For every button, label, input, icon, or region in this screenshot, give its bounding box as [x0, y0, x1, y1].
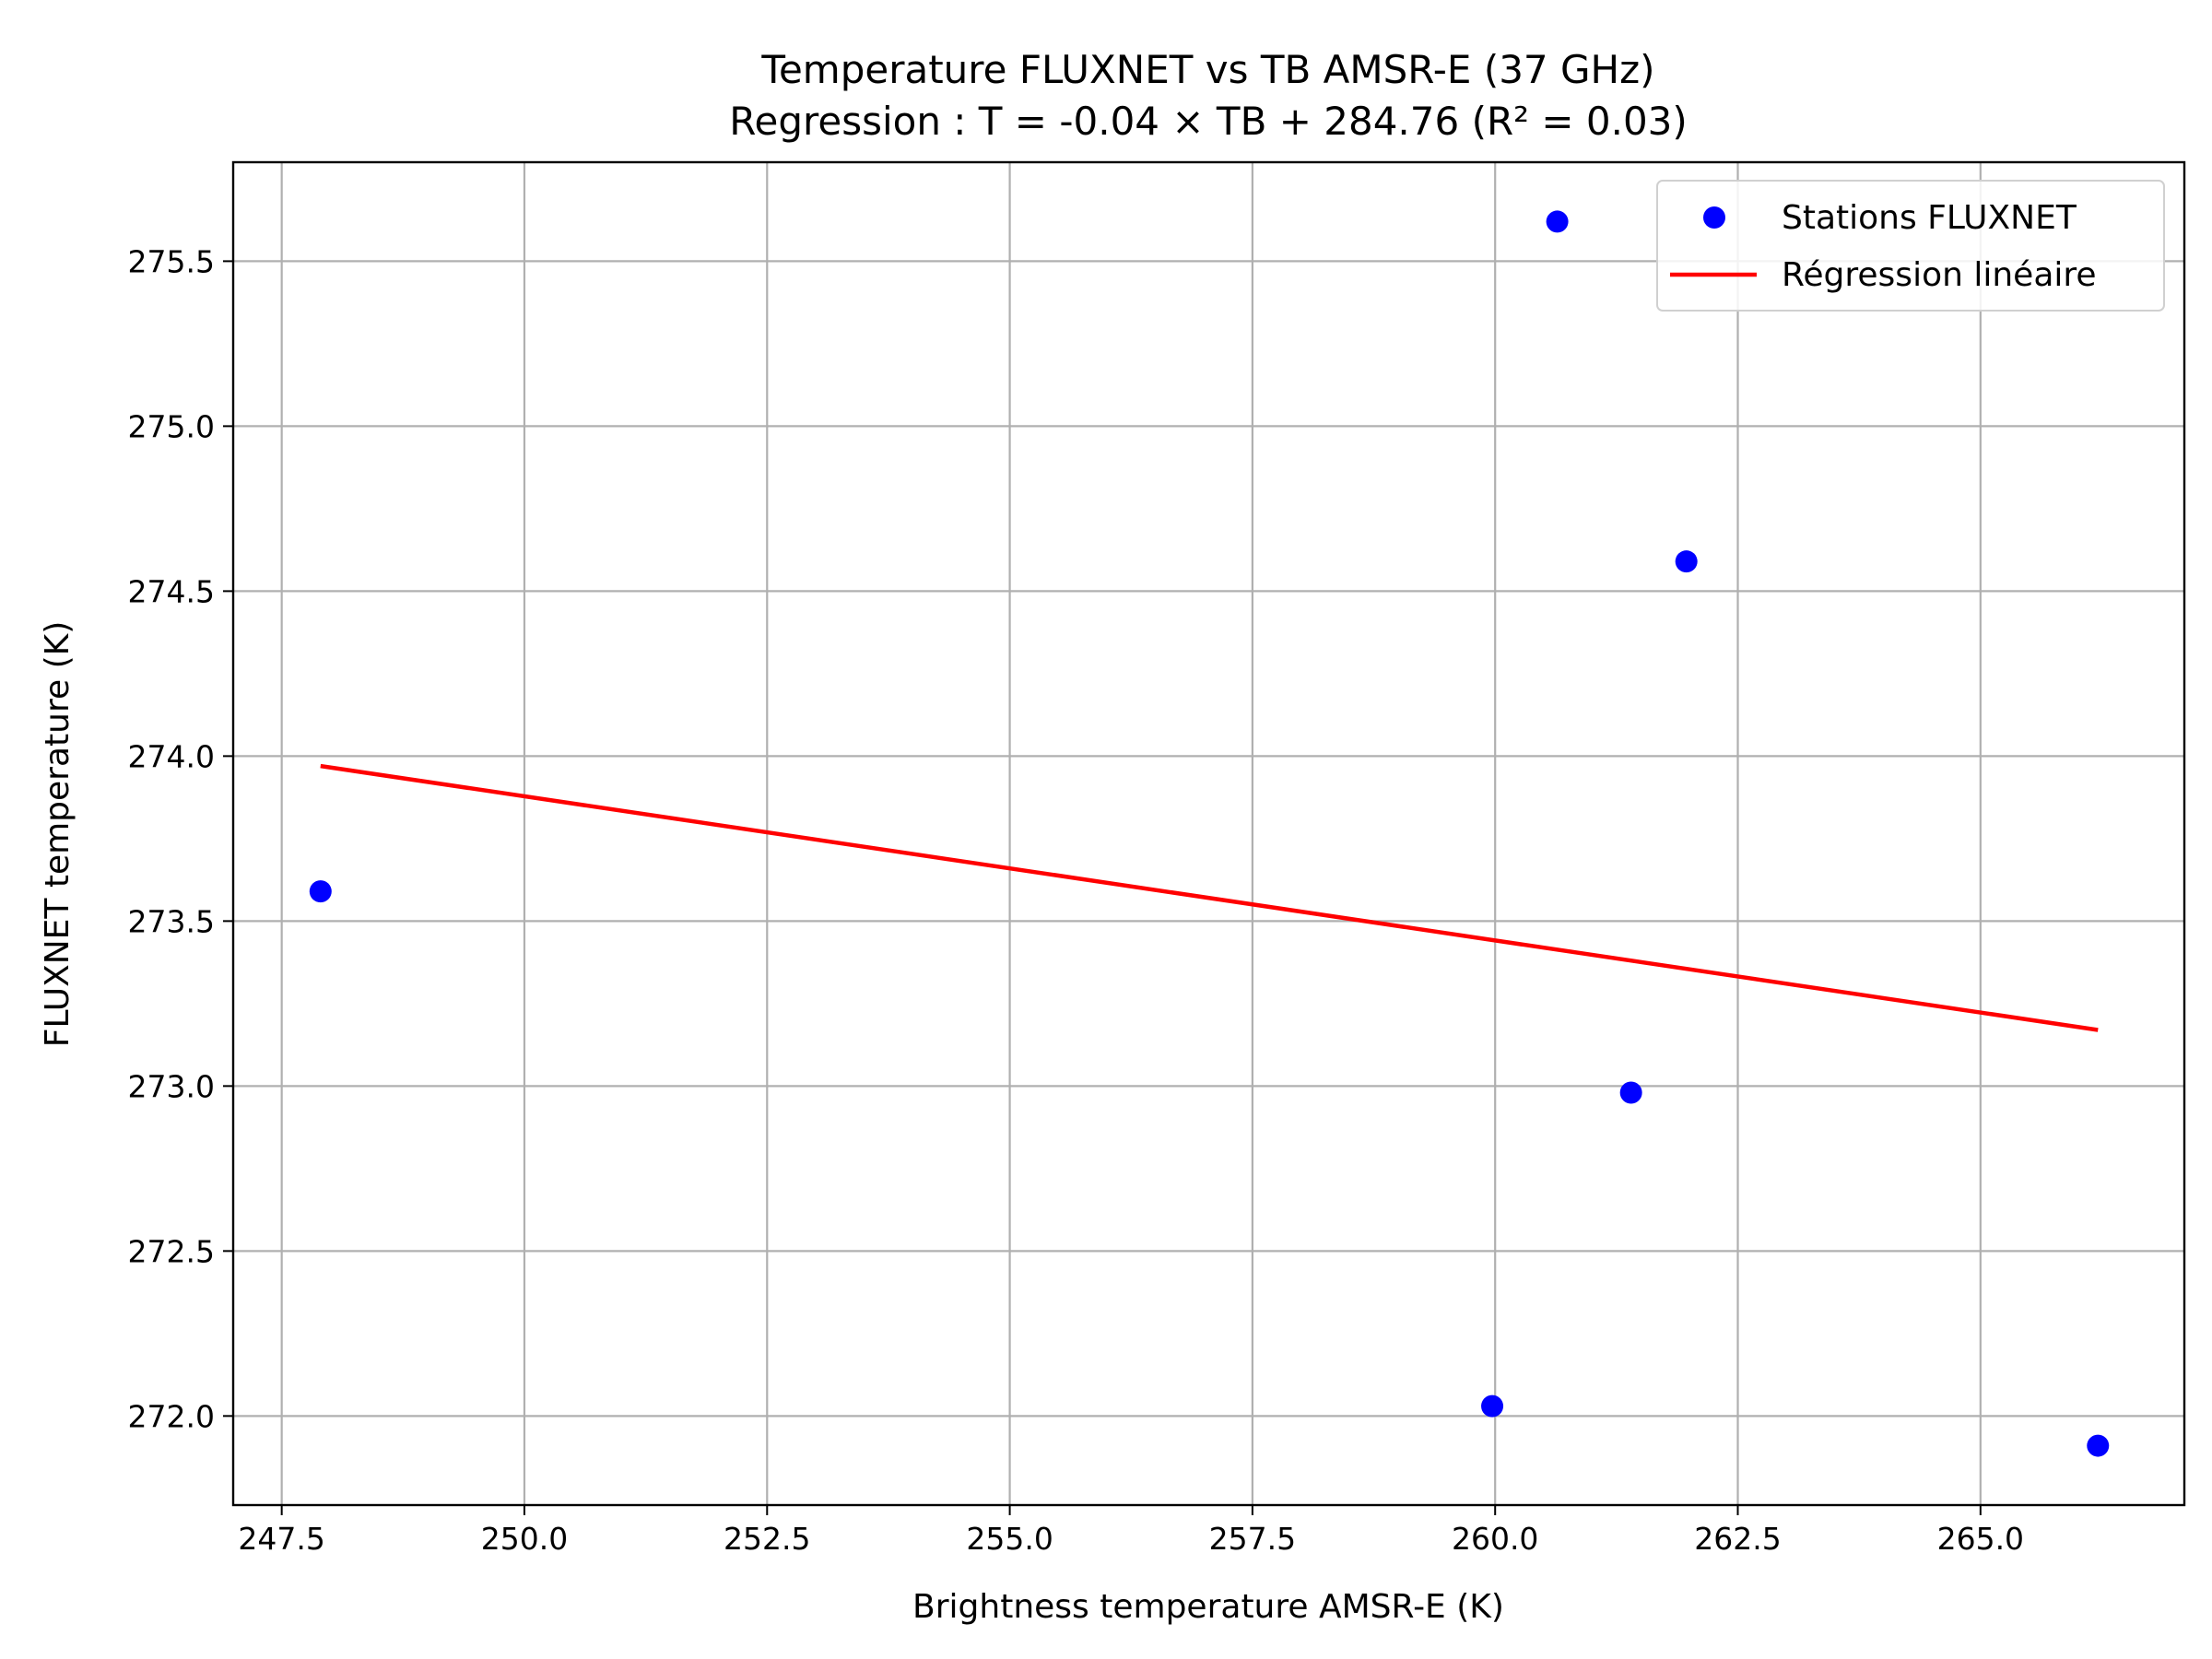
scatter-point [309, 880, 332, 903]
legend: Stations FLUXNET Régression linéaire [1656, 180, 2165, 312]
chart-subtitle: Regression : T = -0.04 × TB + 284.76 (R²… [729, 99, 1688, 144]
y-tick-label: 275.0 [128, 408, 215, 444]
x-tick-label: 257.5 [1209, 1521, 1296, 1557]
x-tick-label: 247.5 [238, 1521, 324, 1557]
y-tick-label: 272.0 [128, 1398, 215, 1434]
scatter-point [1481, 1394, 1504, 1418]
x-tick-label: 260.0 [1452, 1521, 1538, 1557]
x-axis-label: Brightness temperature AMSR-E (K) [912, 1588, 1504, 1626]
y-tick-label: 273.5 [128, 903, 215, 939]
y-tick-label: 275.5 [128, 243, 215, 279]
y-tick-label: 273.0 [128, 1068, 215, 1104]
x-tick-label: 250.0 [481, 1521, 568, 1557]
grid [233, 162, 2184, 1505]
y-tick-label: 272.5 [128, 1233, 215, 1269]
scatter-point [2087, 1434, 2110, 1457]
plot-data [309, 210, 2110, 1457]
scatter-point [1546, 210, 1569, 233]
legend-marker-scatter [1703, 206, 1725, 229]
scatter-point [1675, 550, 1698, 573]
legend-box [1656, 180, 2165, 312]
x-tick-label: 262.5 [1694, 1521, 1781, 1557]
x-tick-label: 265.0 [1937, 1521, 2024, 1557]
legend-label-scatter: Stations FLUXNET [1782, 199, 2077, 237]
y-axis-label: FLUXNET temperature (K) [39, 621, 76, 1048]
y-tick-label: 274.5 [128, 573, 215, 609]
y-tick-label: 274.0 [128, 738, 215, 774]
ticks: 247.5 250.0 252.5 255.0 257.5 260.0 262.5 265.0… [128, 243, 2025, 1557]
regression-line [320, 763, 2099, 1032]
chart-title: Temperature FLUXNET vs TB AMSR-E (37 GHz… [760, 47, 1654, 92]
plot-frame [231, 160, 2186, 1507]
legend-label-line: Régression linéaire [1782, 256, 2097, 294]
scatter-point [1619, 1081, 1642, 1104]
x-tick-label: 255.0 [966, 1521, 1053, 1557]
x-tick-label: 252.5 [724, 1521, 810, 1557]
